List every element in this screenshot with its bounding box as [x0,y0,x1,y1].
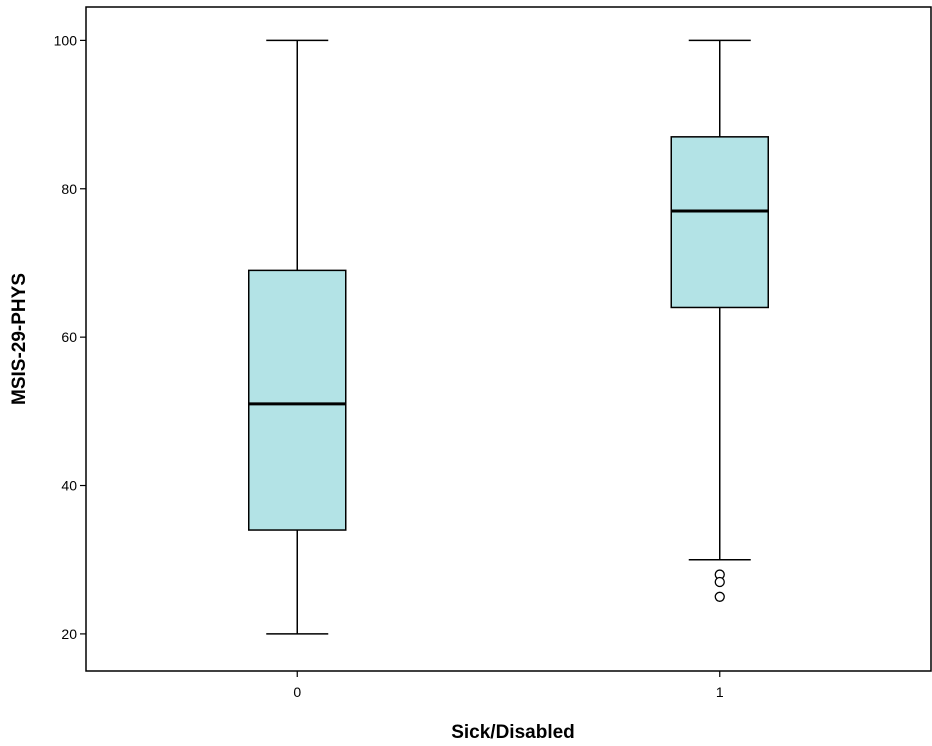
y-tick-label: 100 [54,32,78,48]
boxes [248,39,769,635]
outlier-point [714,591,725,602]
iqr-box [670,136,769,309]
x-tick-label: 1 [716,684,724,700]
y-tick-label: 80 [61,181,77,197]
box-1 [670,39,769,602]
iqr-box [248,269,347,531]
x-axis-title: Sick/Disabled [451,722,575,743]
outlier-point [714,576,725,588]
y-axis-title: MSIS-29-PHYS [9,273,30,405]
y-tick-label: 20 [61,626,77,642]
y-tick-label: 60 [61,329,77,345]
box-0 [248,39,347,635]
y-axis: 20 40 60 80 100 [54,32,86,642]
y-tick-label: 40 [61,478,77,494]
plot-frame [85,6,932,672]
x-tick-label: 0 [293,684,301,700]
